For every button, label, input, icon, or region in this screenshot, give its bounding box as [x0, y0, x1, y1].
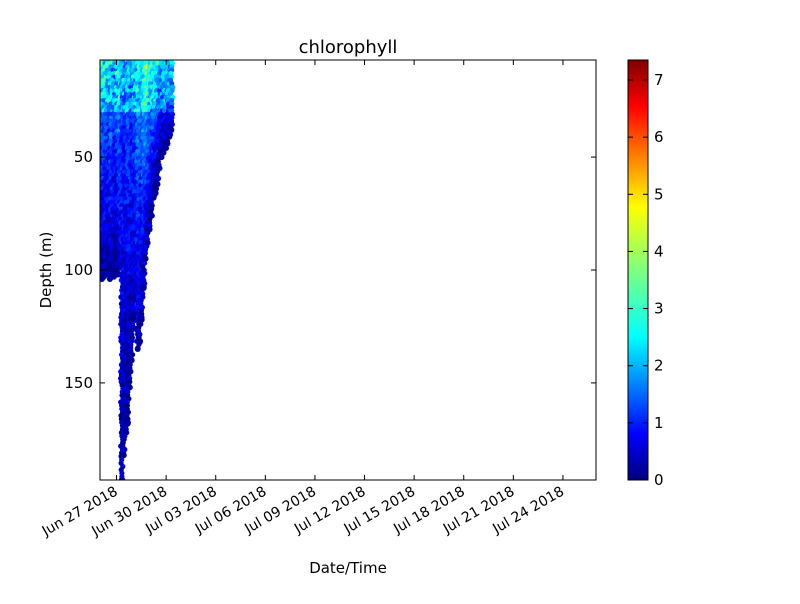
y-tick-label: 150	[64, 374, 93, 392]
y-tick-label: 100	[64, 261, 93, 279]
chart-title: chlorophyll	[299, 37, 398, 58]
colorbar-tick-label: 2	[654, 357, 664, 375]
data-point	[120, 452, 127, 459]
data-point	[160, 149, 167, 156]
data-point	[126, 384, 133, 391]
colorbar-tick-label: 1	[654, 414, 664, 432]
plot-background	[100, 60, 596, 480]
data-point	[150, 194, 157, 201]
data-point	[158, 154, 165, 161]
data-point	[136, 339, 143, 346]
data-point	[152, 190, 159, 197]
y-tick-label: 50	[74, 148, 93, 166]
data-point	[148, 212, 155, 219]
data-points	[100, 60, 176, 480]
data-point	[144, 239, 151, 246]
data-point	[118, 477, 125, 480]
data-point	[142, 255, 149, 262]
x-axis-label: Date/Time	[309, 559, 387, 577]
data-point	[162, 145, 169, 152]
data-point	[138, 316, 145, 323]
colorbar-tick-label: 0	[654, 471, 664, 489]
colorbar-tick-label: 3	[654, 300, 664, 318]
data-point	[114, 271, 121, 278]
data-point	[122, 429, 129, 436]
data-point	[166, 133, 173, 140]
data-point	[146, 226, 153, 233]
data-point	[154, 181, 161, 188]
data-point	[156, 165, 163, 172]
data-point	[168, 127, 175, 133]
data-point	[124, 420, 131, 427]
data-point	[164, 140, 171, 147]
y-axis-label: Depth (m)	[37, 232, 55, 309]
data-point	[128, 357, 135, 364]
colorbar-tick-label: 4	[654, 242, 664, 260]
y-axis-ticks: 50 100 150	[64, 148, 596, 392]
colorbar	[627, 59, 649, 481]
data-point	[140, 285, 147, 292]
colorbar-ticks: 0 1 2 3 4 5 6 7	[628, 71, 664, 489]
data-point	[134, 346, 141, 352]
colorbar-tick-label: 5	[654, 185, 664, 203]
colorbar-tick-label: 7	[654, 71, 664, 89]
colorbar-tick-label: 6	[654, 128, 664, 146]
